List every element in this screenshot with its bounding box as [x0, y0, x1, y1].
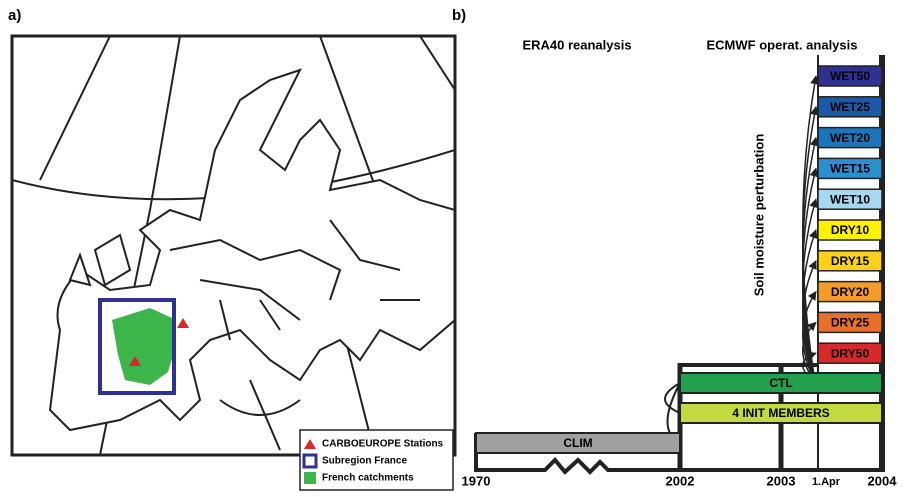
perturbation-box: [817, 126, 883, 149]
legend-symbol: [302, 453, 318, 469]
run-label: CTL: [769, 376, 792, 390]
box-label: DRY20: [831, 285, 870, 299]
year-label: 2004: [868, 473, 898, 488]
box-label: WET50: [830, 69, 870, 83]
axis-label: Soil moisture perturbation: [751, 134, 766, 297]
panel-label: b): [452, 7, 466, 24]
run-bar: [679, 372, 883, 394]
header: ERA40 reanalysis: [522, 37, 631, 52]
year-label: 2002: [666, 473, 695, 488]
header: ECMWF operat. analysis: [707, 37, 858, 52]
legend-label: French catchments: [322, 473, 414, 484]
year-label: 1.Apr: [812, 476, 841, 488]
year-label: 2003: [767, 473, 796, 488]
catchments: [112, 308, 176, 385]
perturbation-box: [817, 280, 883, 303]
box-label: WET15: [830, 162, 870, 176]
legend: [299, 429, 454, 491]
run-label: 4 INIT MEMBERS: [732, 406, 829, 420]
legend-entries: CARBOEUROPE Stations Subregion France Fren…: [302, 439, 444, 484]
perturbation-box: [817, 250, 883, 272]
box-label: DRY25: [831, 316, 870, 330]
perturbation-box: [817, 311, 883, 334]
perturbation-box: [817, 65, 883, 87]
perturbation-box: [817, 96, 883, 118]
subregion-box: [98, 298, 176, 395]
arrow: [802, 229, 818, 383]
box-label: WET10: [830, 192, 870, 206]
stations: [129, 318, 189, 366]
perturbation-box: [817, 157, 883, 180]
box-label: DRY50: [831, 346, 870, 360]
legend-label: Subregion France: [322, 456, 407, 467]
run-label: CLIM: [563, 436, 592, 450]
box-label: DRY10: [831, 223, 870, 237]
box-label: WET25: [830, 100, 870, 114]
arrow: [802, 259, 817, 383]
run-bar: [679, 402, 883, 424]
perturbation-box: [817, 342, 883, 364]
box-label: DRY15: [831, 254, 870, 268]
legend-symbol: [304, 439, 316, 449]
perturbation-box: [817, 188, 883, 210]
year-label: 1970: [462, 473, 491, 488]
box-label: WET20: [830, 131, 870, 145]
perturbation-box: [817, 219, 883, 241]
panel-label: a): [8, 7, 21, 24]
run-bar: [475, 432, 681, 454]
legend-label: CARBOEUROPE Stations: [322, 439, 444, 450]
legend-symbol: [304, 472, 316, 484]
map: [10, 34, 457, 457]
